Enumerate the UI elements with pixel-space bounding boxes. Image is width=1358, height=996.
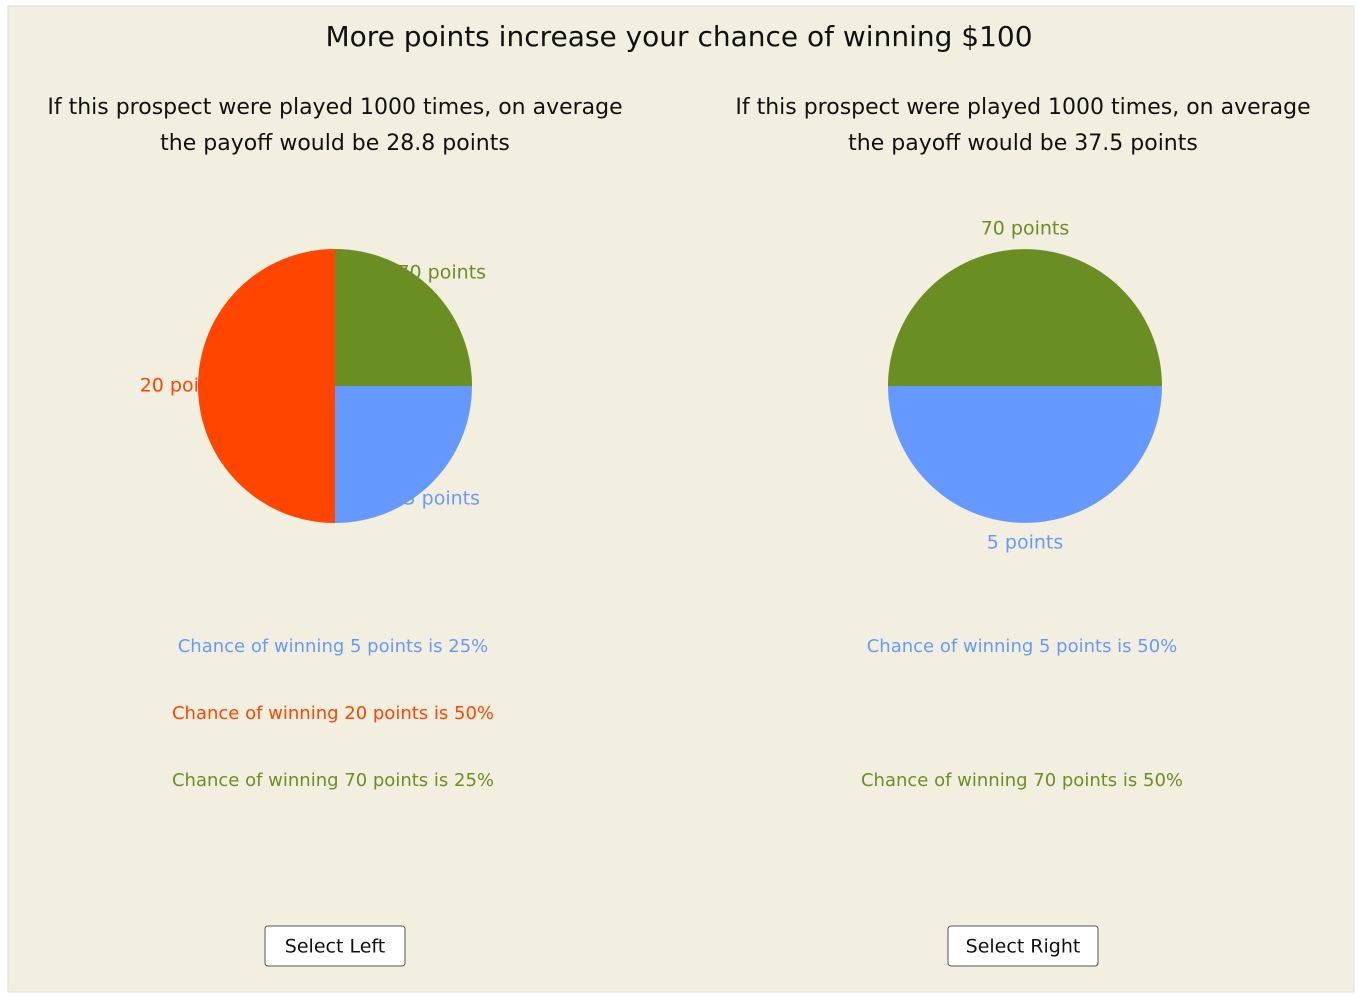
pie-slice bbox=[888, 386, 1162, 523]
summary: the payoff would be 28.8 points bbox=[160, 131, 510, 156]
chance-text: Chance of winning 20 points is 50% bbox=[172, 703, 494, 724]
slice-label: 5 points bbox=[987, 532, 1063, 554]
title: More points increase your chance of winn… bbox=[325, 20, 1032, 53]
chance-text: Chance of winning 70 points is 25% bbox=[172, 770, 494, 791]
background bbox=[7, 5, 1355, 993]
pie-slice bbox=[198, 249, 335, 523]
chance-text: Chance of winning 70 points is 50% bbox=[861, 770, 1183, 791]
button-label[interactable]: Select Right bbox=[966, 936, 1081, 958]
slice-label: 70 points bbox=[397, 262, 486, 284]
button-label[interactable]: Select Left bbox=[285, 936, 385, 958]
summary: the payoff would be 37.5 points bbox=[848, 131, 1198, 156]
slice-label: 20 points bbox=[140, 375, 229, 397]
summary: If this prospect were played 1000 times,… bbox=[47, 95, 622, 120]
pie-slice bbox=[335, 249, 472, 386]
pie-slice bbox=[335, 386, 472, 523]
chance-text: Chance of winning 5 points is 25% bbox=[178, 636, 489, 657]
button-frame[interactable] bbox=[947, 925, 1099, 967]
chance-text: Chance of winning 5 points is 50% bbox=[867, 636, 1178, 657]
slice-label: 5 points bbox=[404, 487, 480, 509]
summary: If this prospect were played 1000 times,… bbox=[735, 95, 1310, 120]
select-left-button[interactable]: Select Left bbox=[264, 925, 406, 967]
button-frame[interactable] bbox=[264, 925, 406, 967]
select-right-button[interactable]: Select Right bbox=[947, 925, 1099, 967]
slice-label: 70 points bbox=[981, 218, 1070, 240]
pie-slice bbox=[888, 249, 1162, 386]
